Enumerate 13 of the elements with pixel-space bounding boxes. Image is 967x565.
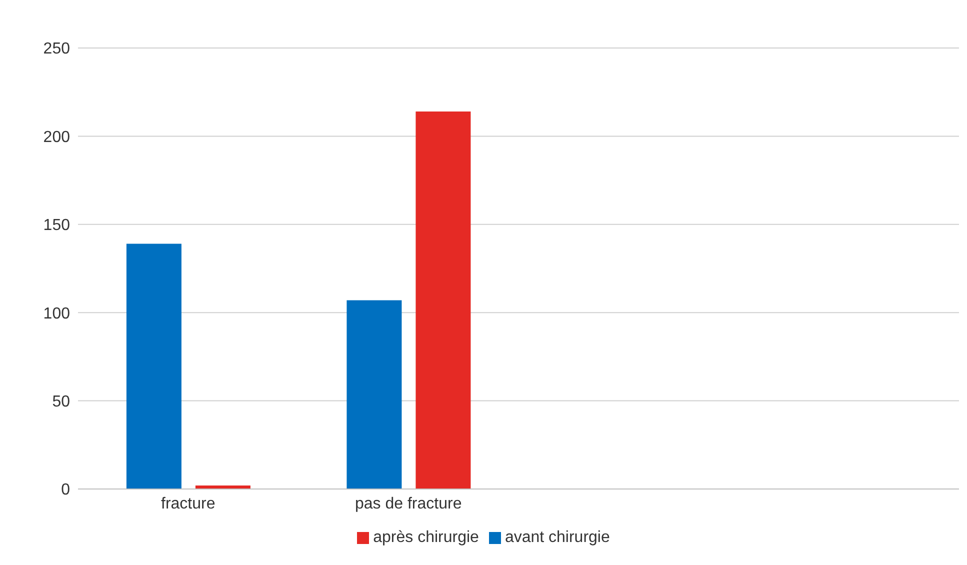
y-tick-label: 200 [43,128,70,146]
x-tick-label: fracture [161,495,216,512]
bar [126,244,182,489]
legend-label: après chirurgie [373,529,479,546]
y-tick-label: 100 [43,305,70,322]
bar [416,112,471,489]
y-tick-label: 150 [43,217,70,234]
bar [346,300,402,489]
x-tick-label: pas de fracture [355,495,462,512]
y-tick-label: 0 [61,482,70,499]
y-tick-label: 50 [52,393,70,410]
legend-label: avant chirurgie [504,529,610,546]
y-tick-label: 250 [43,40,70,58]
